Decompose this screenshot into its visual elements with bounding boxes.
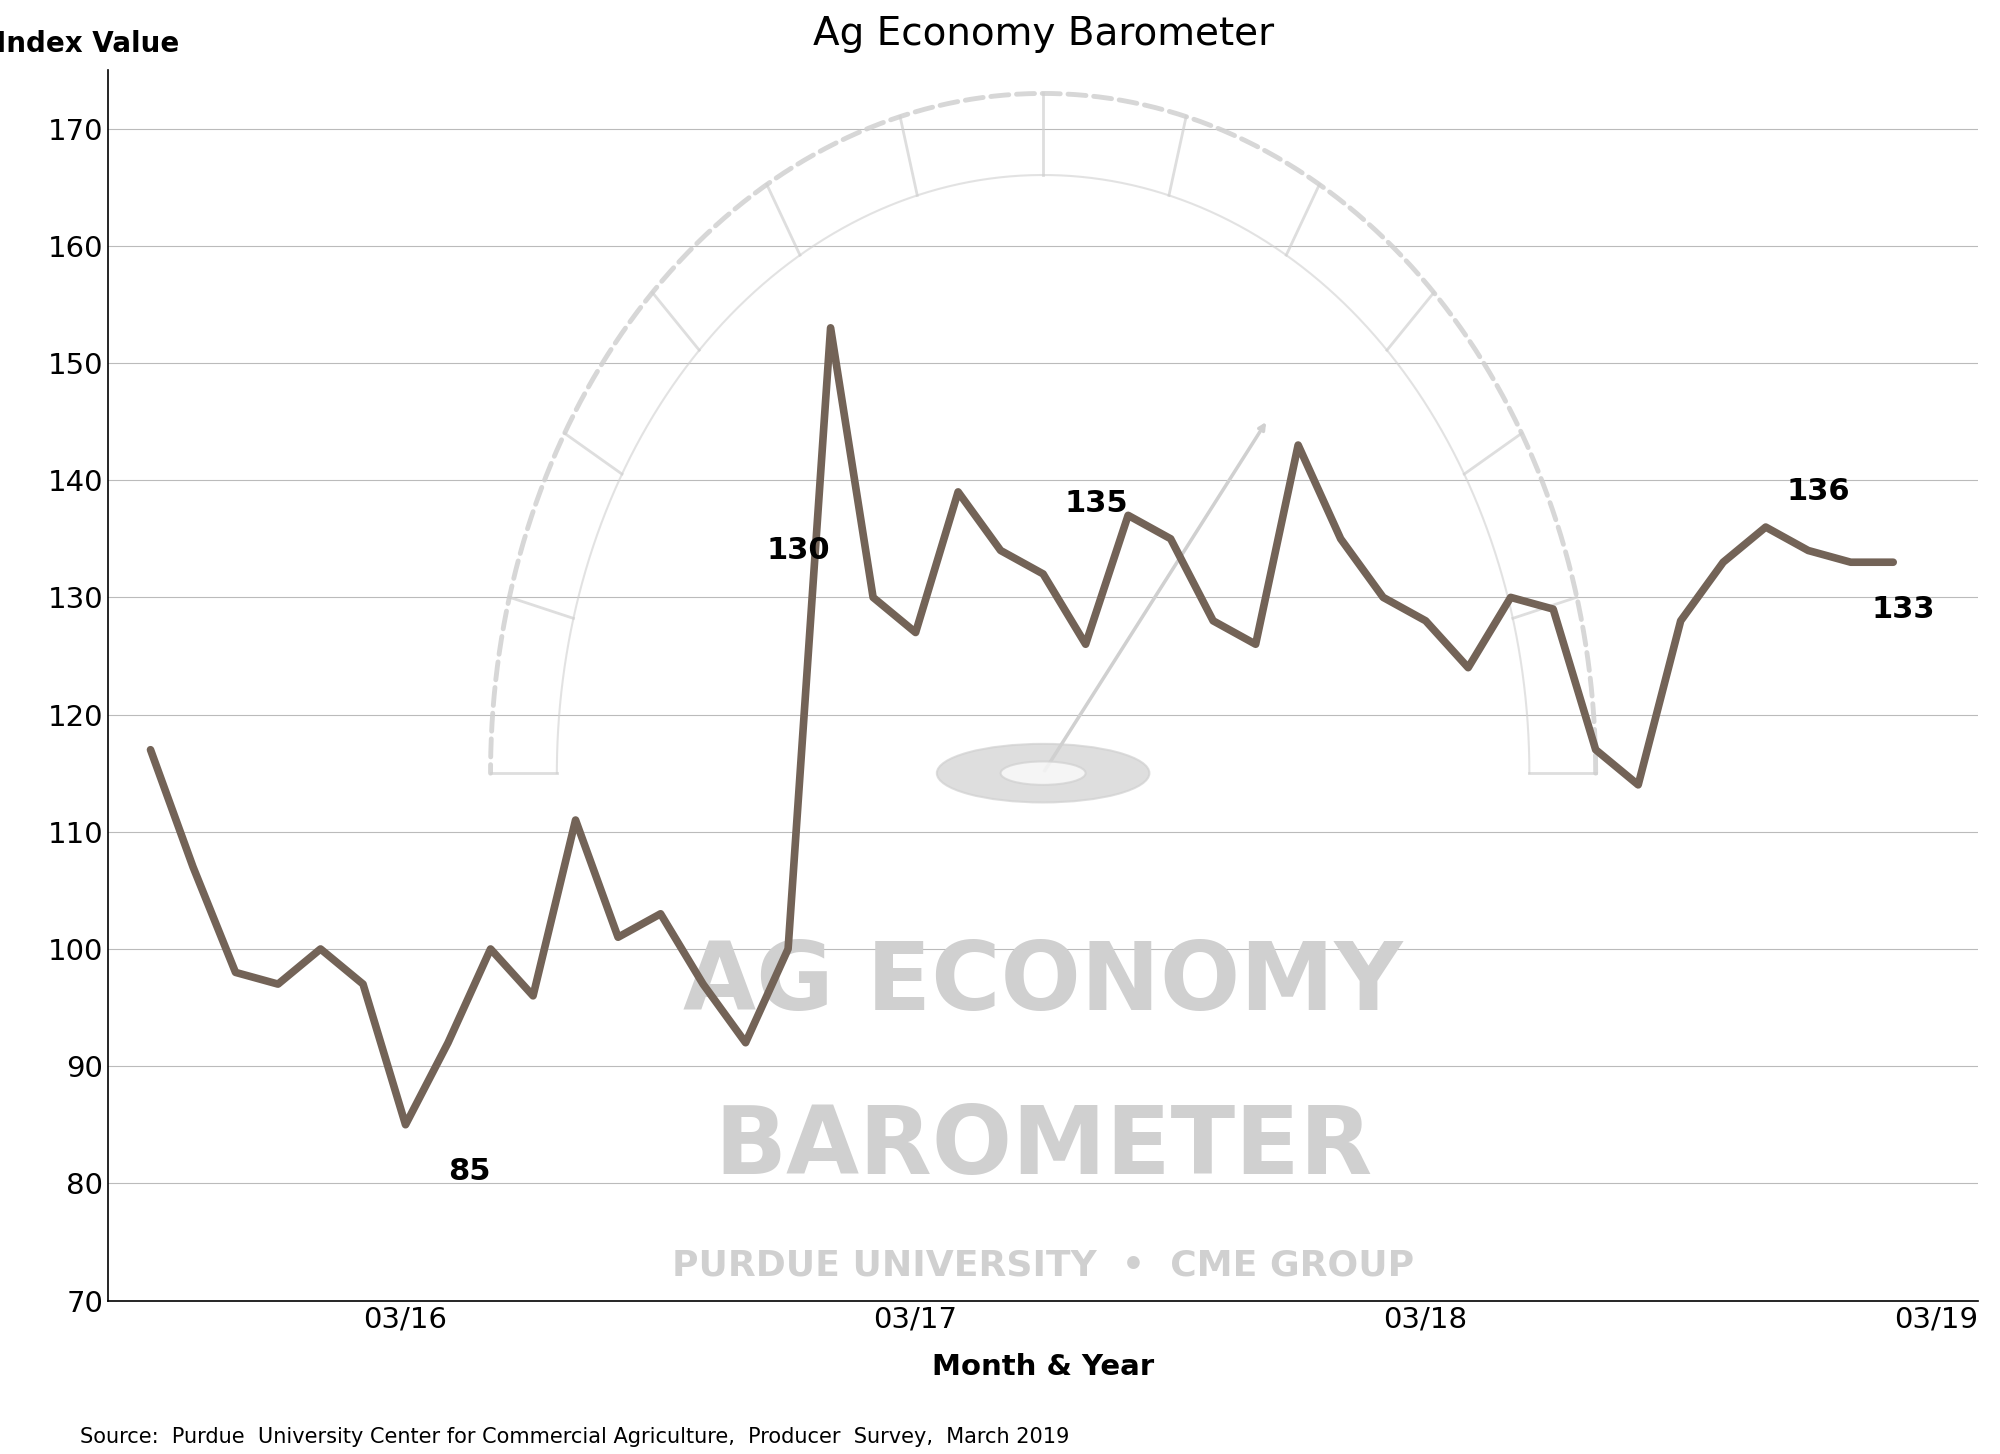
Text: AG ECONOMY: AG ECONOMY — [684, 938, 1402, 1029]
Text: 135: 135 — [1064, 489, 1128, 518]
Circle shape — [936, 744, 1150, 803]
X-axis label: Month & Year: Month & Year — [932, 1352, 1154, 1381]
Title: Ag Economy Barometer: Ag Economy Barometer — [812, 15, 1274, 52]
Text: 133: 133 — [1872, 595, 1936, 624]
Text: 85: 85 — [448, 1157, 490, 1186]
Text: PURDUE UNIVERSITY  •  CME GROUP: PURDUE UNIVERSITY • CME GROUP — [672, 1249, 1414, 1282]
Text: 130: 130 — [766, 537, 830, 566]
Text: BAROMETER: BAROMETER — [714, 1102, 1372, 1194]
Circle shape — [1000, 762, 1086, 785]
Text: 136: 136 — [1786, 477, 1850, 506]
Text: Source:  Purdue  University Center for Commercial Agriculture,  Producer  Survey: Source: Purdue University Center for Com… — [80, 1426, 1070, 1447]
Text: Index Value: Index Value — [0, 29, 180, 58]
